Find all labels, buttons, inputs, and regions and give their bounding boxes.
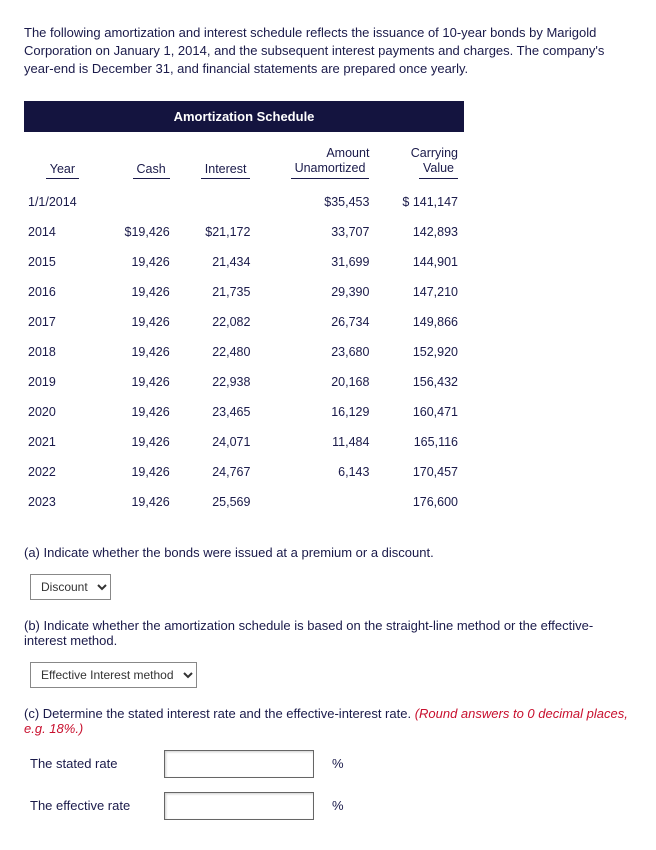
table-row: 202019,42623,46516,129160,471 — [24, 397, 464, 427]
answer-a-select[interactable]: Discount — [30, 574, 111, 600]
cell-carry: $ 141,147 — [375, 187, 464, 217]
cell-carry: 149,866 — [375, 307, 464, 337]
cell-cash: 19,426 — [101, 427, 176, 457]
cell-unamort: 16,129 — [256, 397, 375, 427]
question-b: (b) Indicate whether the amortization sc… — [24, 618, 632, 648]
cell-unamort: 31,699 — [256, 247, 375, 277]
cell-cash: 19,426 — [101, 367, 176, 397]
table-row: 1/1/2014 $35,453$ 141,147 — [24, 187, 464, 217]
cell-cash — [101, 187, 176, 217]
cell-year: 2017 — [24, 307, 101, 337]
col-carrying: Carrying Value — [381, 146, 458, 179]
table-row: 202119,42624,07111,484165,116 — [24, 427, 464, 457]
answer-b-select[interactable]: Effective Interest method — [30, 662, 197, 688]
col-year: Year — [46, 162, 79, 179]
cell-unamort: 33,707 — [256, 217, 375, 247]
cell-year: 2019 — [24, 367, 101, 397]
col-cash: Cash — [133, 162, 170, 179]
cell-unamort: $35,453 — [256, 187, 375, 217]
cell-carry: 144,901 — [375, 247, 464, 277]
cell-interest: 25,569 — [176, 487, 257, 517]
col-interest: Interest — [201, 162, 251, 179]
cell-year: 2023 — [24, 487, 101, 517]
question-c: (c) Determine the stated interest rate a… — [24, 706, 632, 736]
col-amount: Amount Unamortized — [262, 146, 369, 179]
effective-rate-label: The effective rate — [30, 798, 150, 813]
table-header-row: Year Cash Interest Amount Unamortized Ca… — [24, 132, 464, 187]
cell-cash: 19,426 — [101, 337, 176, 367]
cell-year: 2020 — [24, 397, 101, 427]
cell-carry: 147,210 — [375, 277, 464, 307]
table-row: 201619,42621,73529,390147,210 — [24, 277, 464, 307]
cell-interest: 21,434 — [176, 247, 257, 277]
amortization-table: Amortization Schedule Year Cash Interest… — [24, 101, 464, 517]
cell-cash: $19,426 — [101, 217, 176, 247]
cell-cash: 19,426 — [101, 397, 176, 427]
cell-interest: $21,172 — [176, 217, 257, 247]
cell-interest: 23,465 — [176, 397, 257, 427]
table-title: Amortization Schedule — [24, 101, 464, 132]
table-row: 201819,42622,48023,680152,920 — [24, 337, 464, 367]
effective-rate-row: The effective rate % — [30, 792, 632, 820]
cell-unamort: 23,680 — [256, 337, 375, 367]
cell-year: 2014 — [24, 217, 101, 247]
cell-carry: 142,893 — [375, 217, 464, 247]
cell-unamort: 29,390 — [256, 277, 375, 307]
stated-rate-label: The stated rate — [30, 756, 150, 771]
cell-year: 2018 — [24, 337, 101, 367]
stated-rate-row: The stated rate % — [30, 750, 632, 778]
table-row: 201719,42622,08226,734149,866 — [24, 307, 464, 337]
table-row: 201919,42622,93820,168156,432 — [24, 367, 464, 397]
cell-carry: 152,920 — [375, 337, 464, 367]
cell-unamort: 11,484 — [256, 427, 375, 457]
cell-unamort: 26,734 — [256, 307, 375, 337]
cell-carry: 165,116 — [375, 427, 464, 457]
cell-interest: 21,735 — [176, 277, 257, 307]
table-row: 202219,42624,7676,143170,457 — [24, 457, 464, 487]
cell-interest: 24,071 — [176, 427, 257, 457]
table-row: 202319,42625,569 176,600 — [24, 487, 464, 517]
cell-interest: 24,767 — [176, 457, 257, 487]
cell-year: 2021 — [24, 427, 101, 457]
cell-interest: 22,480 — [176, 337, 257, 367]
cell-year: 2016 — [24, 277, 101, 307]
cell-cash: 19,426 — [101, 487, 176, 517]
effective-rate-input[interactable] — [164, 792, 314, 820]
cell-unamort: 20,168 — [256, 367, 375, 397]
cell-year: 2015 — [24, 247, 101, 277]
cell-carry: 176,600 — [375, 487, 464, 517]
cell-year: 2022 — [24, 457, 101, 487]
stated-rate-input[interactable] — [164, 750, 314, 778]
cell-unamort — [256, 487, 375, 517]
table-row: 201519,42621,43431,699144,901 — [24, 247, 464, 277]
cell-year: 1/1/2014 — [24, 187, 101, 217]
question-a: (a) Indicate whether the bonds were issu… — [24, 545, 632, 560]
cell-cash: 19,426 — [101, 247, 176, 277]
cell-cash: 19,426 — [101, 307, 176, 337]
amortization-table-wrap: Amortization Schedule Year Cash Interest… — [24, 101, 632, 517]
cell-interest — [176, 187, 257, 217]
percent-symbol: % — [332, 756, 344, 771]
cell-cash: 19,426 — [101, 277, 176, 307]
percent-symbol: % — [332, 798, 344, 813]
cell-cash: 19,426 — [101, 457, 176, 487]
cell-carry: 160,471 — [375, 397, 464, 427]
cell-unamort: 6,143 — [256, 457, 375, 487]
cell-interest: 22,938 — [176, 367, 257, 397]
cell-carry: 170,457 — [375, 457, 464, 487]
intro-text: The following amortization and interest … — [24, 24, 632, 79]
cell-interest: 22,082 — [176, 307, 257, 337]
cell-carry: 156,432 — [375, 367, 464, 397]
table-row: 2014$19,426$21,17233,707142,893 — [24, 217, 464, 247]
